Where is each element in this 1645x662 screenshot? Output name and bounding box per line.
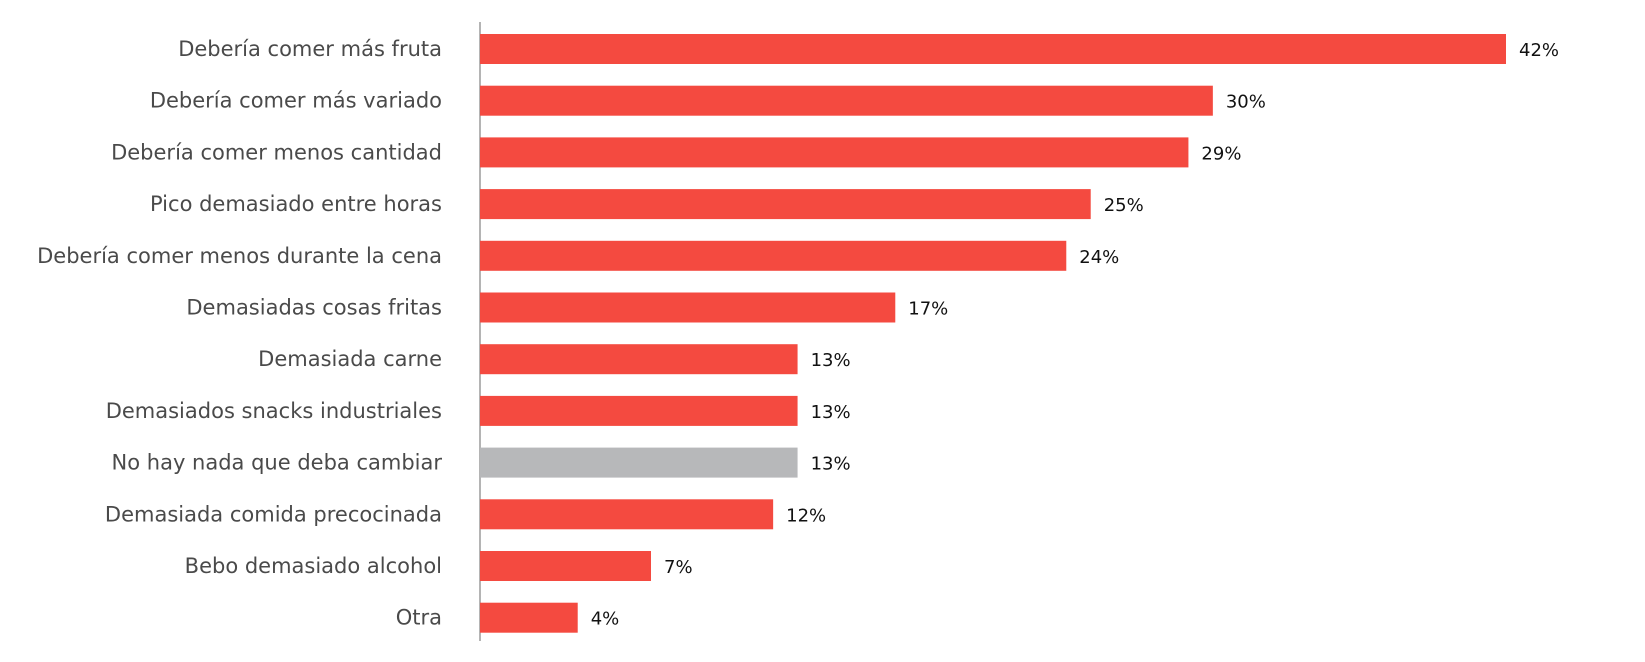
value-label: 13% [811,350,851,371]
category-label: Debería comer más fruta [178,37,442,61]
category-label: Demasiadas cosas fritas [186,296,442,320]
bar [480,395,798,426]
category-label: No hay nada que deba cambiar [112,451,443,475]
bar [480,189,1091,220]
value-label: 4% [591,609,620,630]
value-label: 13% [811,402,851,423]
category-label: Otra [396,606,442,630]
value-labels-layer: 42% 30% 29% 25% 24% 17% 13% 13% 13% 12% 7% 4% [591,40,1559,630]
bar [480,499,774,530]
value-label: 29% [1201,143,1241,164]
category-label: Debería comer más variado [150,89,442,113]
category-label: Pico demasiado entre horas [150,192,442,216]
value-label: 24% [1079,247,1119,268]
category-label: Debería comer menos cantidad [111,140,442,164]
category-label: Bebo demasiado alcohol [185,554,442,578]
value-label: 13% [811,454,851,475]
value-label: 7% [664,557,693,578]
value-label: 42% [1519,40,1559,61]
value-label: 25% [1104,195,1144,216]
bar [480,602,578,633]
category-label: Demasiada comida precocinada [105,502,442,526]
category-label: Debería comer menos durante la cena [37,244,442,268]
bar [480,447,798,478]
bar [480,34,1506,64]
bar [480,240,1067,271]
category-labels-layer: Debería comer más fruta Debería comer más… [37,37,442,630]
value-label: 17% [908,299,948,320]
bar [480,85,1213,116]
value-label: 30% [1226,92,1266,113]
bar [480,292,896,323]
bar [480,344,798,375]
bars-layer [480,34,1506,633]
category-label: Demasiada carne [258,347,442,371]
bar [480,551,651,581]
bar [480,137,1189,168]
value-label: 12% [786,505,826,526]
category-label: Demasiados snacks industriales [106,399,442,423]
